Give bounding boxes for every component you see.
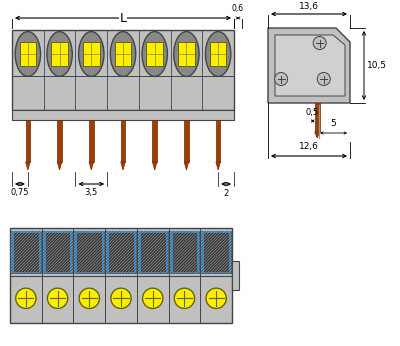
Bar (74, 231, 104, 273)
Bar (204, 233, 228, 271)
Bar (14, 233, 38, 271)
Bar (201, 231, 231, 273)
Polygon shape (268, 28, 350, 103)
Text: 5: 5 (331, 119, 336, 128)
Text: 0,75: 0,75 (11, 189, 29, 198)
Circle shape (48, 288, 68, 308)
Ellipse shape (47, 31, 72, 76)
Circle shape (16, 288, 36, 308)
Text: L: L (120, 11, 126, 25)
Bar (12, 30, 234, 110)
Ellipse shape (206, 31, 231, 76)
Bar (152, 120, 157, 162)
Text: 0,6: 0,6 (232, 4, 244, 13)
Polygon shape (89, 162, 94, 170)
Bar (146, 42, 163, 66)
Text: 13,6: 13,6 (299, 1, 319, 10)
Polygon shape (184, 162, 189, 170)
Bar (109, 233, 133, 271)
Bar (51, 42, 68, 66)
Bar (201, 231, 231, 273)
Bar (26, 120, 30, 162)
Bar (11, 231, 41, 273)
Bar (170, 231, 199, 273)
Bar (43, 231, 72, 273)
Bar (106, 231, 136, 273)
Ellipse shape (174, 31, 199, 76)
Bar (11, 231, 41, 273)
Bar (74, 231, 104, 273)
Bar (83, 42, 100, 66)
Bar (138, 231, 168, 273)
Bar (106, 231, 136, 273)
Ellipse shape (142, 31, 168, 76)
Bar (115, 42, 131, 66)
Bar (89, 120, 94, 162)
Bar (141, 233, 164, 271)
Bar (10, 228, 232, 323)
Bar (315, 103, 320, 132)
Bar (232, 261, 239, 290)
Ellipse shape (15, 31, 40, 76)
Ellipse shape (110, 31, 136, 76)
Bar (138, 231, 168, 273)
Circle shape (174, 288, 194, 308)
Text: 2: 2 (224, 189, 229, 198)
Circle shape (206, 288, 226, 308)
Bar (184, 120, 189, 162)
Polygon shape (315, 132, 320, 138)
Bar (121, 120, 125, 162)
Circle shape (142, 288, 163, 308)
Bar (12, 110, 234, 120)
Bar (43, 231, 72, 273)
Text: 3,5: 3,5 (85, 189, 98, 198)
Circle shape (111, 288, 131, 308)
Bar (78, 233, 101, 271)
Text: 0,5: 0,5 (306, 109, 319, 118)
Ellipse shape (79, 31, 104, 76)
Bar (216, 120, 220, 162)
Polygon shape (275, 35, 345, 96)
Text: 12,6: 12,6 (299, 143, 319, 152)
Bar (178, 42, 195, 66)
Circle shape (79, 288, 100, 308)
Polygon shape (152, 162, 157, 170)
Text: 10,5: 10,5 (367, 61, 387, 70)
Circle shape (275, 73, 288, 85)
Polygon shape (121, 162, 125, 170)
Bar (46, 233, 70, 271)
Bar (20, 42, 36, 66)
Polygon shape (26, 162, 30, 170)
Bar (57, 120, 62, 162)
Circle shape (313, 36, 326, 49)
Bar (172, 233, 196, 271)
Bar (170, 231, 199, 273)
Polygon shape (57, 162, 62, 170)
Bar (210, 42, 226, 66)
Polygon shape (216, 162, 220, 170)
Circle shape (317, 73, 330, 85)
